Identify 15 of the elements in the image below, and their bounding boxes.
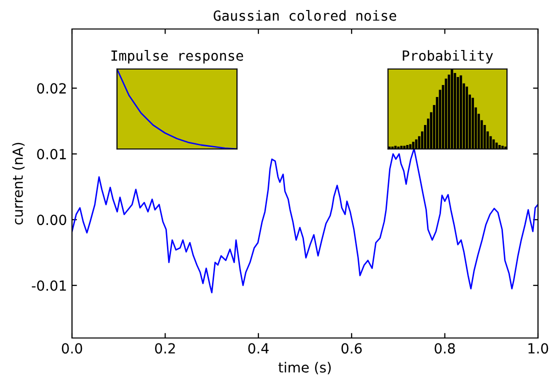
y-tick-label: 0.00 (37, 214, 66, 226)
y-tick-label: -0.01 (32, 280, 66, 291)
x-tick-label: 0.4 (248, 343, 269, 354)
chart-title: Gaussian colored noise (214, 10, 396, 21)
x-tick-label: 1.0 (528, 343, 548, 354)
x-tick-label: 0.8 (434, 343, 455, 354)
x-tick-label: 0.6 (341, 343, 362, 354)
x-axis-title: time (s) (278, 362, 331, 374)
chart-title: Probability (402, 50, 493, 64)
x-tick-label: 0.0 (62, 343, 82, 354)
y-tick-label: 0.01 (37, 148, 66, 160)
chart-title: Impulse response (111, 50, 244, 64)
y-axis-title: current (nA) (12, 142, 25, 225)
x-tick-label: 0.2 (155, 343, 175, 354)
y-tick-label: 0.02 (37, 83, 66, 94)
